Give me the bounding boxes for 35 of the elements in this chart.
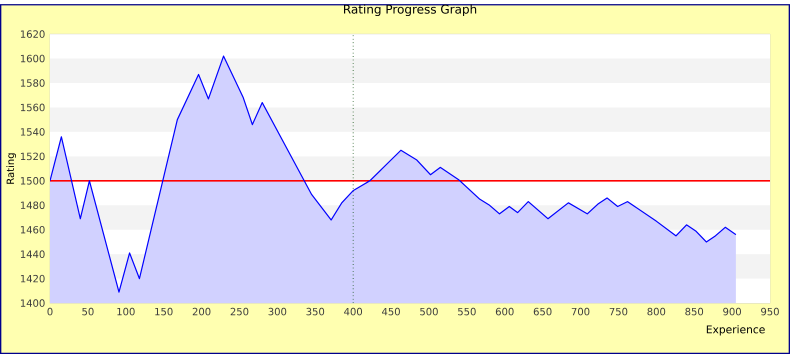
x-tick-label: 800 [647,308,666,316]
x-tick-label: 50 [82,308,94,316]
x-tick-label: 300 [268,308,286,316]
y-tick-label: 1600 [20,54,45,62]
y-tick-label: 1560 [20,104,45,112]
y-tick-label: 1580 [20,79,45,87]
x-tick-label: 400 [344,308,362,316]
x-tick-label: 850 [685,308,704,316]
y-tick-label: 1500 [20,176,45,185]
y-axis-title: Rating [6,153,16,184]
y-tick-label: 1480 [20,201,45,210]
x-tick-label: 550 [458,308,476,316]
y-tick-label: 1540 [20,128,45,136]
x-tick-label: 250 [230,308,248,316]
x-tick-label: 500 [420,308,438,316]
x-tick-label: 150 [155,308,173,316]
chart-title: Rating Progress Graph [344,4,476,16]
x-axis-title: Experience [706,325,765,336]
y-tick-label: 1620 [20,30,45,38]
x-tick-label: 100 [117,308,135,316]
x-tick-label: 450 [382,308,400,316]
y-tick-label: 1400 [20,299,45,307]
y-tick-label: 1460 [20,226,45,234]
y-tick-label: 1520 [20,152,45,160]
x-tick-label: 700 [572,308,590,316]
y-tick-label: 1420 [20,274,45,282]
x-tick-label: 650 [534,308,552,316]
x-tick-label: 950 [761,308,779,316]
x-tick-label: 200 [192,308,210,316]
x-tick-label: 600 [496,308,514,316]
x-tick-label: 350 [306,308,324,316]
y-tick-label: 1440 [20,250,45,258]
x-tick-label: 0 [47,308,53,316]
x-tick-label: 900 [723,308,741,316]
x-tick-label: 750 [610,308,628,316]
